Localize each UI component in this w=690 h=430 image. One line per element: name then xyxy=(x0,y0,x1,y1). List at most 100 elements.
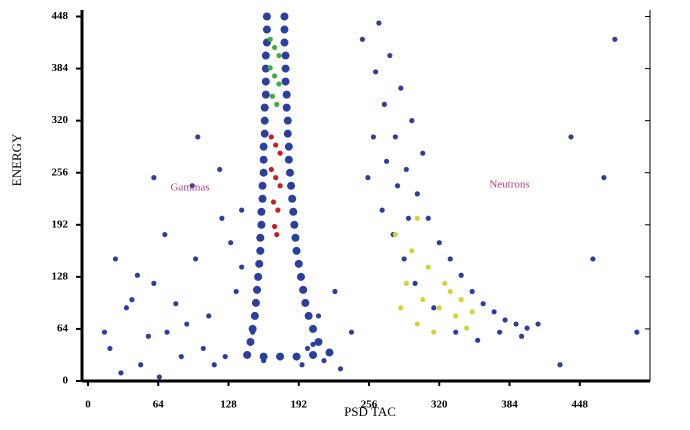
y-tick-label: 128 xyxy=(52,270,69,282)
y-tick-label: 320 xyxy=(52,114,69,126)
y-tick-label: 384 xyxy=(52,62,69,74)
data-point xyxy=(392,231,398,238)
data-point xyxy=(412,280,418,286)
plot-background xyxy=(82,10,650,381)
data-point xyxy=(250,311,259,320)
data-point xyxy=(256,246,265,255)
data-point xyxy=(211,362,217,368)
data-point xyxy=(568,134,574,140)
annotation: Gammas xyxy=(171,182,210,194)
data-point xyxy=(469,288,475,295)
data-point xyxy=(337,366,344,372)
data-point xyxy=(414,191,420,197)
data-point xyxy=(257,220,266,229)
data-point xyxy=(359,36,366,42)
data-point xyxy=(184,321,190,327)
data-point xyxy=(315,313,322,319)
data-point xyxy=(283,129,292,138)
data-point xyxy=(257,207,266,216)
y-tick-label: 448 xyxy=(52,10,69,22)
data-point xyxy=(256,233,265,242)
data-point xyxy=(321,358,327,364)
data-point xyxy=(282,90,291,99)
data-point xyxy=(267,65,273,71)
data-point xyxy=(280,12,289,21)
data-point xyxy=(392,134,398,140)
data-point xyxy=(405,215,412,221)
data-point xyxy=(409,248,415,254)
data-point xyxy=(458,272,464,278)
data-point xyxy=(274,231,280,238)
data-point xyxy=(612,36,618,42)
data-point xyxy=(524,325,530,331)
data-point xyxy=(217,166,223,173)
data-point xyxy=(272,223,278,230)
data-point xyxy=(101,329,108,335)
data-point xyxy=(325,348,334,357)
data-point xyxy=(348,329,355,335)
data-point xyxy=(398,85,404,91)
data-point xyxy=(243,350,252,359)
data-point xyxy=(138,362,144,368)
data-point xyxy=(275,207,281,213)
data-point xyxy=(282,103,291,112)
data-point xyxy=(398,305,404,311)
data-point xyxy=(535,321,541,327)
data-point xyxy=(280,38,289,47)
data-point xyxy=(287,181,296,190)
x-tick-label: 256 xyxy=(361,399,378,411)
data-point xyxy=(206,313,212,319)
data-point xyxy=(601,175,607,181)
data-point xyxy=(447,256,453,262)
data-point xyxy=(219,215,225,221)
data-point xyxy=(370,134,376,140)
x-tick-label: 192 xyxy=(291,399,308,411)
data-point xyxy=(195,134,201,140)
data-point xyxy=(192,256,199,262)
data-point xyxy=(414,215,420,221)
data-point xyxy=(425,264,431,270)
data-point xyxy=(442,280,448,286)
data-point xyxy=(260,103,269,112)
y-tick-label: 64 xyxy=(57,322,69,334)
data-point xyxy=(301,298,310,307)
data-point xyxy=(156,374,162,380)
x-tick-label: 0 xyxy=(85,399,91,411)
data-point xyxy=(281,64,290,73)
data-point xyxy=(332,288,338,295)
y-tick-label: 192 xyxy=(52,218,69,230)
data-point xyxy=(261,77,270,86)
data-point xyxy=(151,175,157,181)
data-point xyxy=(272,73,278,79)
data-point xyxy=(291,233,300,242)
data-point xyxy=(458,297,464,303)
data-point xyxy=(502,317,508,323)
data-point xyxy=(518,333,525,339)
data-point xyxy=(284,142,293,151)
data-point xyxy=(590,256,596,262)
data-point xyxy=(259,142,268,151)
data-point xyxy=(259,352,268,361)
x-tick-label: 128 xyxy=(220,399,237,411)
data-point xyxy=(513,321,519,327)
data-point xyxy=(134,272,140,278)
data-point xyxy=(290,220,299,229)
x-tick-label: 64 xyxy=(153,399,165,411)
data-point xyxy=(304,345,311,352)
data-point xyxy=(246,337,255,346)
data-point xyxy=(222,353,228,360)
data-point xyxy=(453,329,459,335)
data-point xyxy=(557,362,563,368)
data-point xyxy=(274,101,280,107)
data-point xyxy=(414,321,420,327)
data-point xyxy=(292,246,301,255)
data-point xyxy=(480,301,486,307)
data-point xyxy=(394,183,401,189)
data-point xyxy=(269,93,276,99)
data-point xyxy=(262,12,271,21)
data-point xyxy=(276,352,285,361)
data-point xyxy=(239,264,245,270)
data-point xyxy=(284,155,293,164)
data-point xyxy=(294,259,303,268)
data-point xyxy=(292,352,301,361)
